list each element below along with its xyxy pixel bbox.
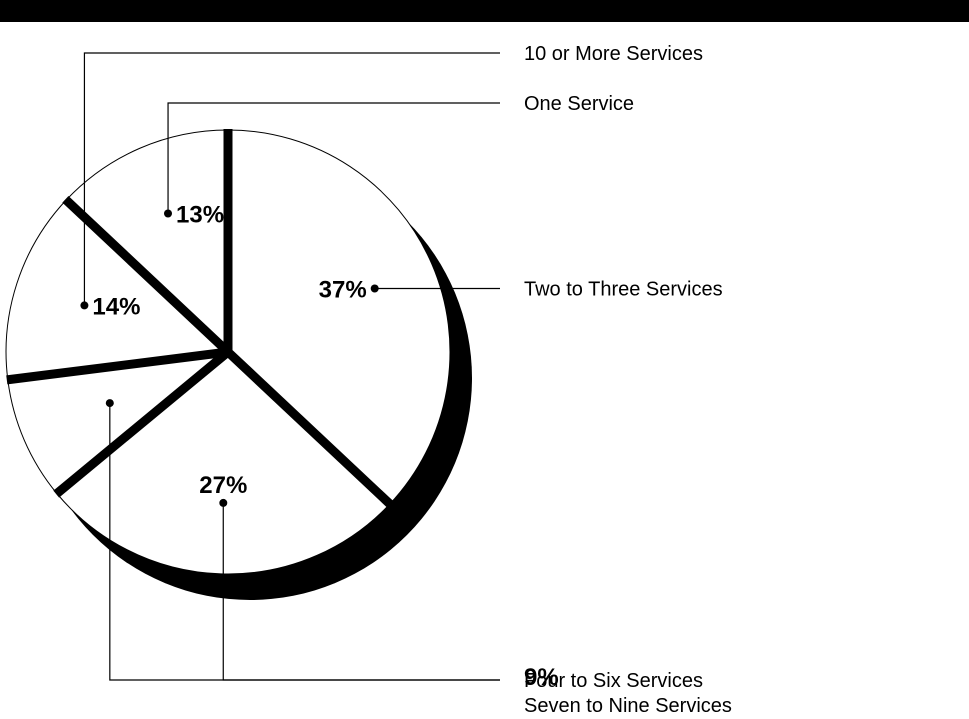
leader-line-one-service	[167, 102, 500, 214]
slice-divider	[224, 348, 394, 508]
pie-slices	[5, 129, 451, 575]
dot-10-or-more-services	[80, 301, 89, 310]
labels: 37% Two to Three Services 27% Four to Six S…	[92, 43, 731, 717]
category-label-10-or-more-services: 10 or More Services	[524, 43, 703, 65]
top-bar	[0, 0, 969, 22]
pct-label-10-or-more-services: 14%	[92, 293, 140, 320]
dot-seven-to-nine-services	[105, 399, 114, 408]
slice-divider	[6, 347, 229, 385]
pct-label-two-to-three-services: 37%	[319, 277, 367, 304]
pie-slice-seven-to-nine-services	[7, 351, 230, 495]
slice-divider	[62, 196, 232, 356]
pie-slice-four-to-six-services	[56, 351, 391, 575]
pct-label-seven-to-nine-services: 9%	[524, 664, 559, 691]
leader-line-10-or-more-services	[83, 52, 500, 306]
pct-label-one-service: 13%	[176, 202, 224, 229]
category-label-seven-to-nine-services: Seven to Nine Services	[524, 695, 732, 717]
pie-slice-one-service	[65, 129, 229, 354]
pct-label-four-to-six-services: 27%	[199, 472, 247, 499]
pie-slice-10-or-more-services	[5, 199, 230, 381]
category-label-two-to-three-services: Two to Three Services	[524, 279, 723, 301]
pie-dividers	[6, 129, 394, 508]
dot-one-service	[164, 209, 172, 218]
leader-line-seven-to-nine-services	[109, 403, 500, 681]
pie-slice-two-to-three-services	[227, 129, 451, 505]
category-label-one-service: One Service	[524, 93, 634, 115]
category-label-four-to-six-services: Four to Six Services	[524, 670, 703, 692]
slice-divider	[53, 348, 231, 498]
leader-lines	[80, 52, 500, 681]
